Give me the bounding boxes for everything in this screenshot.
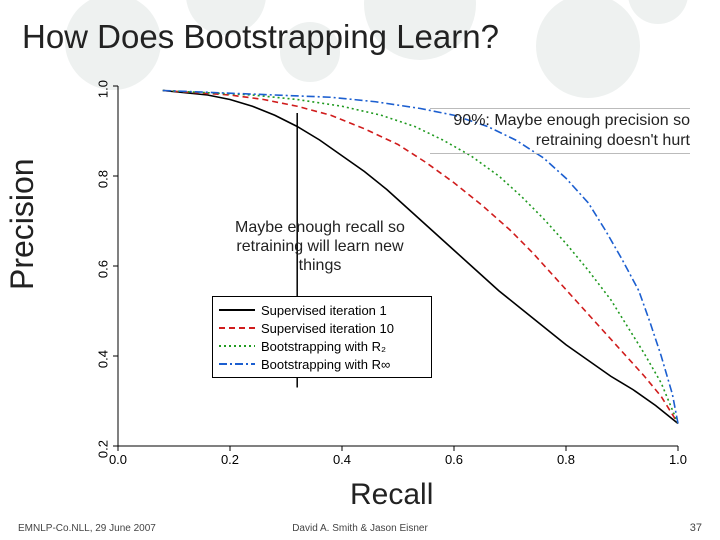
svg-text:0.8: 0.8: [95, 170, 110, 188]
svg-text:0.0: 0.0: [109, 452, 127, 467]
svg-text:0.8: 0.8: [557, 452, 575, 467]
slide-number: 37: [690, 522, 702, 534]
legend: Supervised iteration 1Supervised iterati…: [212, 296, 432, 378]
svg-text:1.0: 1.0: [669, 452, 687, 467]
svg-text:0.4: 0.4: [95, 350, 110, 368]
svg-text:0.6: 0.6: [445, 452, 463, 467]
annotation-precision: 90%: Maybe enough precision so retrainin…: [430, 108, 690, 154]
svg-text:0.4: 0.4: [333, 452, 351, 467]
svg-text:0.2: 0.2: [95, 440, 110, 458]
svg-text:0.6: 0.6: [95, 260, 110, 278]
footer-authors: David A. Smith & Jason Eisner: [0, 523, 720, 534]
annotation-recall: Maybe enough recall so retraining will l…: [220, 218, 420, 276]
svg-text:1.0: 1.0: [95, 80, 110, 98]
svg-text:0.2: 0.2: [221, 452, 239, 467]
x-axis-label: Recall: [350, 478, 433, 512]
y-axis-label: Precision: [4, 158, 41, 290]
slide-title: How Does Bootstrapping Learn?: [22, 18, 499, 56]
